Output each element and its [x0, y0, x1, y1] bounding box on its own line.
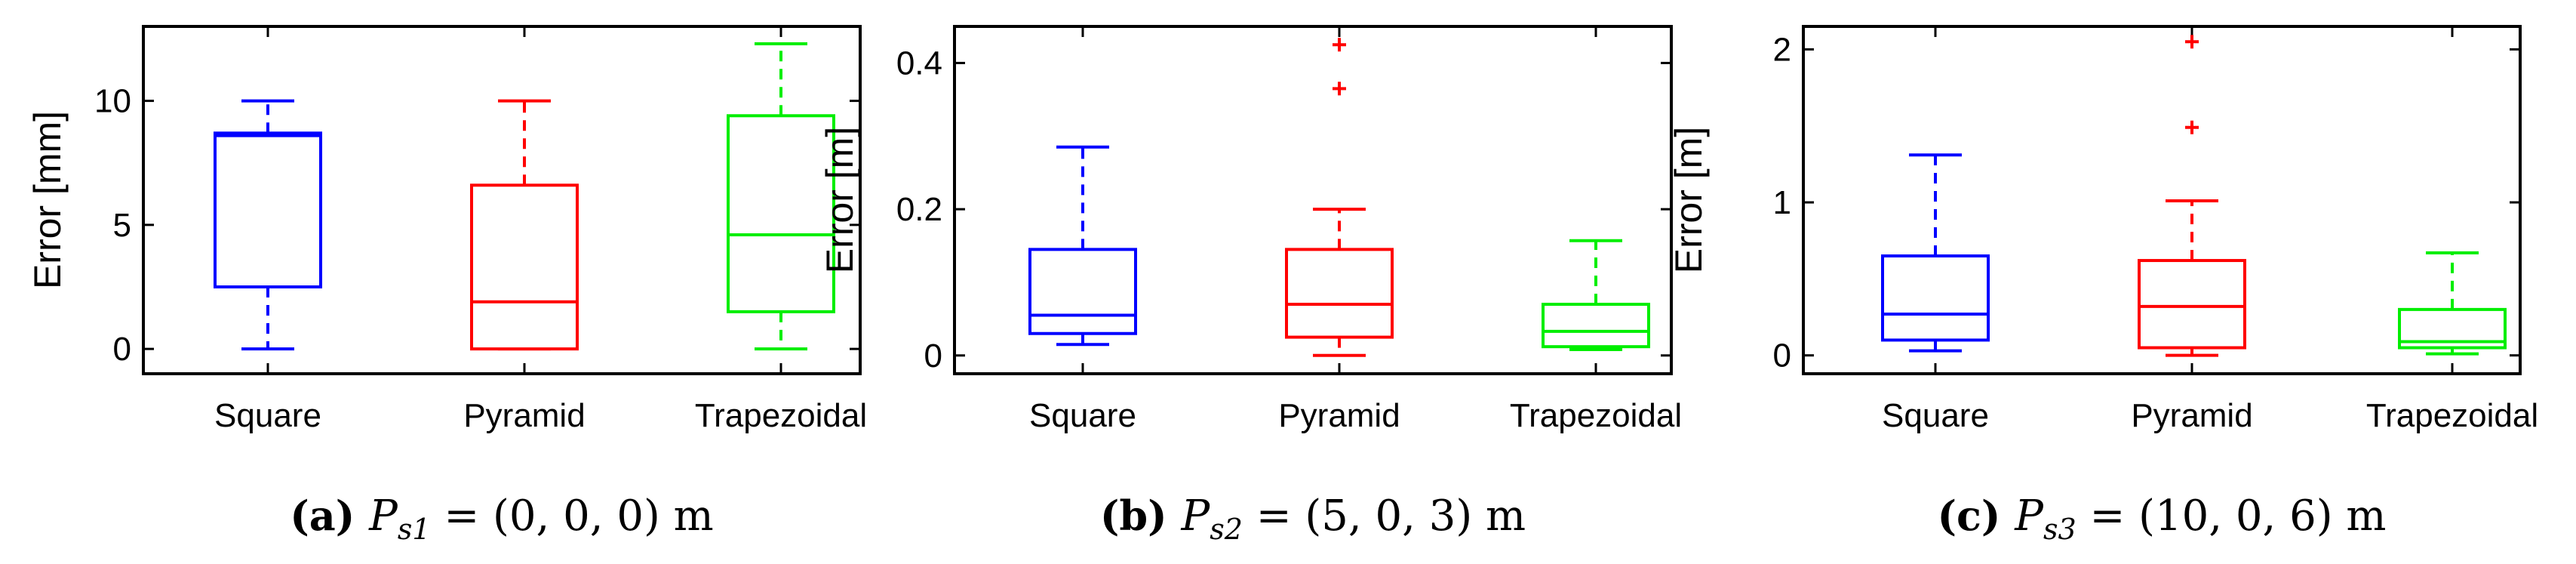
panel-caption: (b) Ps2 = (5, 0, 3) m: [1100, 492, 1526, 546]
outlier-marker: [2185, 35, 2199, 49]
plot-area-frame: [1802, 25, 2522, 375]
caption-letter: (c): [1938, 492, 2015, 540]
y-tick-label: 0.2: [896, 191, 942, 228]
caption-value: = (5, 0, 3) m: [1243, 492, 1526, 541]
panel-caption: (c) Ps3 = (10, 0, 6) m: [1938, 492, 2387, 546]
x-tick-label: Pyramid: [2131, 397, 2252, 434]
y-tick-label: 10: [94, 83, 131, 120]
box-square: Square: [1881, 26, 1990, 434]
y-axis-label: Error [m]: [819, 127, 861, 273]
box-square: Square: [1028, 26, 1137, 434]
x-tick-label: Trapezoidal: [1510, 397, 1682, 434]
panel-caption: (a) Ps1 = (0, 0, 0) m: [290, 492, 713, 546]
chart-panel-3: 0 1 2 Error [m] Square Pyramid Trapezoidal (c) …: [1668, 25, 2538, 546]
box-trapezoidal: Trapezoidal: [2366, 26, 2538, 434]
iqr-box: [1881, 254, 1990, 342]
y-tick-label: 0.4: [896, 45, 942, 82]
x-tick-label: Square: [214, 397, 321, 434]
x-tick-label: Trapezoidal: [2366, 397, 2538, 434]
box-trapezoidal: Trapezoidal: [695, 26, 867, 434]
box-pyramid: Pyramid: [463, 26, 586, 434]
caption-subscript: s3: [2043, 513, 2076, 546]
iqr-box: [727, 114, 835, 313]
plot-area-frame: [953, 25, 1673, 375]
caption-value: = (0, 0, 0) m: [431, 492, 714, 541]
box-pyramid: Pyramid: [1278, 26, 1400, 434]
box-trapezoidal: Trapezoidal: [1510, 26, 1682, 434]
plot-area-frame: [142, 25, 862, 375]
iqr-box: [2138, 259, 2246, 350]
caption-variable: P: [368, 492, 398, 541]
caption-value: = (10, 0, 6) m: [2076, 492, 2387, 541]
outlier-marker: [1333, 38, 1346, 52]
y-tick-label: 0: [1773, 337, 1791, 374]
caption-variable: P: [2014, 492, 2044, 541]
y-tick-label: 5: [113, 207, 131, 244]
outlier-marker: [1333, 82, 1346, 96]
chart-panel-2: 0 0.2 0.4 Error [m] Square Pyramid Trapezoidal…: [819, 25, 1682, 546]
y-axis-label: Error [m]: [1668, 127, 1710, 273]
iqr-box: [470, 183, 579, 351]
caption-subscript: s2: [1210, 513, 1243, 546]
y-axis-label: Error [mm]: [26, 111, 69, 289]
iqr-box: [1028, 248, 1137, 335]
caption-subscript: s1: [398, 513, 431, 546]
chart-panel-1: 0 5 10 Error [mm] Square Pyramid Trapezoidal (a…: [26, 25, 867, 546]
x-tick-label: Trapezoidal: [695, 397, 867, 434]
x-tick-label: Square: [1029, 397, 1136, 434]
x-tick-label: Pyramid: [1278, 397, 1400, 434]
iqr-box: [1285, 248, 1394, 339]
outlier-marker: [2185, 120, 2199, 134]
x-tick-label: Square: [1882, 397, 1989, 434]
y-tick-label: 0: [924, 337, 942, 374]
iqr-box: [1542, 303, 1650, 349]
iqr-box: [214, 131, 322, 288]
x-tick-label: Pyramid: [463, 397, 585, 434]
caption-letter: (b): [1100, 492, 1182, 540]
y-tick-label: 0: [113, 331, 131, 368]
y-tick-label: 2: [1773, 31, 1791, 68]
caption-letter: (a): [290, 492, 369, 540]
y-tick-label: 1: [1773, 184, 1791, 221]
box-square: Square: [214, 26, 322, 434]
box-pyramid: Pyramid: [2131, 26, 2253, 434]
caption-variable: P: [1181, 492, 1211, 541]
